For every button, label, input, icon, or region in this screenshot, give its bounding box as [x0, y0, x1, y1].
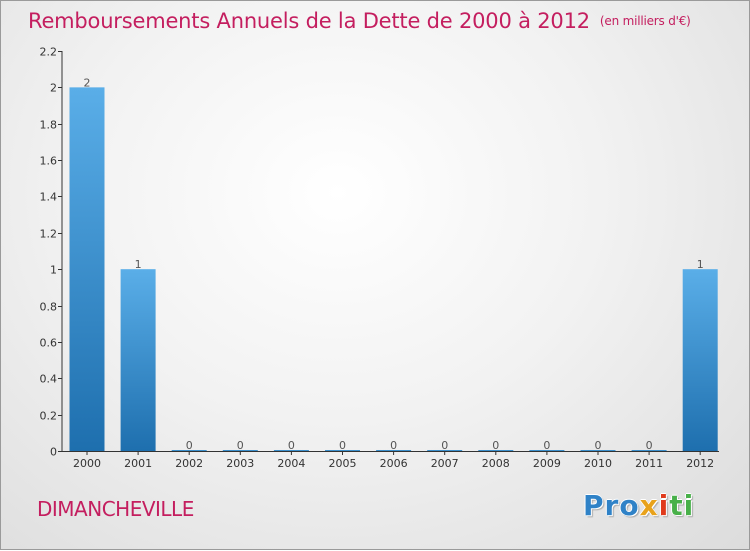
x-tick-label-2012: 2012 [686, 457, 714, 470]
y-tick-label: 1.8 [40, 119, 58, 132]
x-tick-label-2008: 2008 [482, 457, 510, 470]
data-label-2002: 0 [186, 439, 193, 452]
data-label-2003: 0 [237, 439, 244, 452]
commune-name: DIMANCHEVILLE [37, 497, 194, 521]
logo-part-1: Pro [583, 489, 640, 522]
data-label-2000: 2 [84, 76, 91, 89]
data-label-2011: 0 [646, 439, 653, 452]
data-label-2001: 1 [135, 258, 142, 271]
y-tick-label: 0.2 [40, 410, 58, 423]
data-label-2004: 0 [288, 439, 295, 452]
y-tick-label: 1.4 [40, 191, 58, 204]
x-tick-label-2011: 2011 [635, 457, 663, 470]
x-tick-label-2000: 2000 [73, 457, 101, 470]
y-tick-label: 1.6 [40, 155, 58, 168]
bar-2002 [171, 450, 207, 451]
x-tick-label-2007: 2007 [431, 457, 459, 470]
y-tick-label: 0.8 [40, 301, 58, 314]
logo-part-3: i [658, 489, 670, 522]
x-tick-label-2003: 2003 [226, 457, 254, 470]
x-tick-label-2006: 2006 [380, 457, 408, 470]
data-labels: 2 1 0 0 0 0 0 0 0 0 0 0 1 [84, 76, 704, 452]
bar-2008 [478, 450, 514, 451]
bar-2009 [529, 450, 565, 451]
bar-2012 [682, 269, 718, 451]
y-tick-label: 2 [50, 82, 57, 95]
y-tick-label: 0.4 [40, 373, 58, 386]
axes [58, 51, 719, 455]
data-label-2006: 0 [390, 439, 397, 452]
bar-2010 [580, 450, 616, 451]
data-label-2007: 0 [441, 439, 448, 452]
y-tick-label: 0.6 [40, 337, 58, 350]
bars [69, 87, 718, 451]
x-tick-label-2009: 2009 [533, 457, 561, 470]
y-tick-label: 0 [50, 446, 57, 459]
x-tick-label-2010: 2010 [584, 457, 612, 470]
bar-2000 [69, 87, 105, 451]
logo-part-2: x [639, 489, 659, 522]
chart-title-text: Remboursements Annuels de la Dette de 20… [28, 9, 590, 33]
bar-2011 [631, 450, 667, 451]
logo-part-4: ti [669, 489, 695, 522]
data-label-2009: 0 [543, 439, 550, 452]
y-tick-label: 2.2 [40, 46, 58, 59]
chart-title: Remboursements Annuels de la Dette de 20… [28, 9, 691, 33]
bar-2006 [376, 450, 412, 451]
bar-2003 [222, 450, 258, 451]
data-label-2010: 0 [595, 439, 602, 452]
bar-2004 [273, 450, 309, 451]
data-label-2008: 0 [492, 439, 499, 452]
proxiti-logo[interactable]: Proxiti [583, 489, 694, 522]
y-tick-label: 1 [50, 264, 57, 277]
bar-2005 [325, 450, 360, 451]
y-tick-labels: 0 0.2 0.4 0.6 0.8 1 1.2 1.4 1.6 1.8 2 2.2 [40, 46, 58, 459]
x-tick-label-2002: 2002 [175, 457, 203, 470]
data-label-2012: 1 [697, 258, 704, 271]
bar-2001 [120, 269, 156, 451]
bar-2007 [427, 450, 463, 451]
chart-unit-note: (en milliers d'€) [599, 14, 691, 28]
x-tick-labels: 2000 2001 2002 2003 2004 2005 2006 2007 2008 2009… [73, 457, 714, 470]
data-label-2005: 0 [339, 439, 346, 452]
x-tick-label-2001: 2001 [124, 457, 152, 470]
y-tick-label: 1.2 [40, 228, 58, 241]
x-tick-label-2005: 2005 [329, 457, 357, 470]
x-tick-label-2004: 2004 [277, 457, 305, 470]
